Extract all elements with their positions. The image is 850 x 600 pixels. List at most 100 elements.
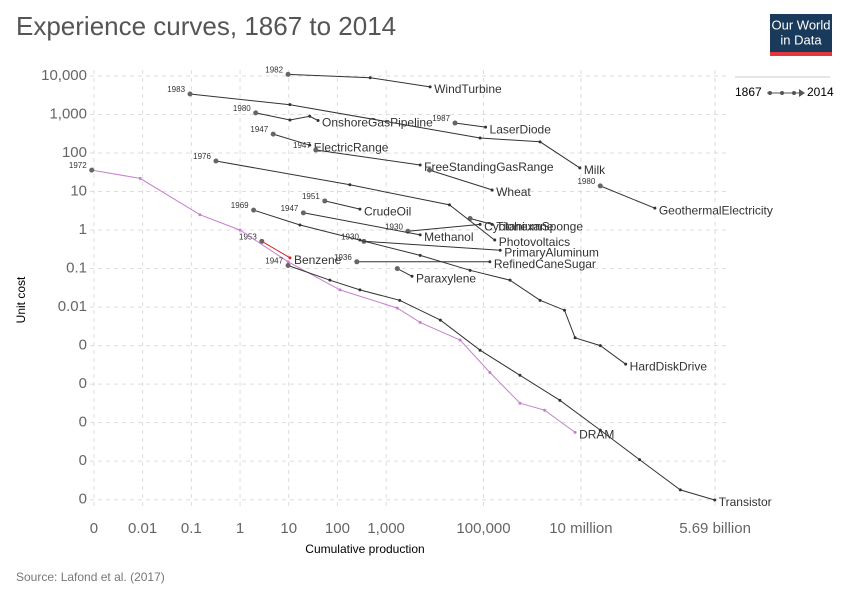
point [348,183,352,187]
legend-dot [768,91,772,95]
point [316,118,320,122]
point [713,498,717,502]
x-tick-label: 10 million [549,520,612,537]
start-year: 1947 [293,141,311,150]
point [198,213,202,217]
series-line [303,212,421,236]
point [490,222,494,226]
point [478,136,482,140]
y-tick-label: 0 [79,452,87,469]
y-tick-label: 1 [79,221,87,238]
point [410,274,414,278]
start-year: 1982 [265,65,283,74]
series-line [255,112,319,121]
point [286,260,290,264]
start-year: 1930 [385,222,403,231]
point [358,238,362,242]
series-label: DRAM [579,428,614,442]
point [308,114,312,118]
series-label: HardDiskDrive [630,359,708,373]
start-year: 1951 [302,192,320,201]
point [490,188,494,192]
x-tick-label: 0.1 [181,520,202,537]
legend-dot [780,91,784,95]
point [138,176,142,180]
x-tick-label: 100,000 [456,520,510,537]
point [488,260,492,264]
point [478,222,482,226]
point [518,401,522,405]
series-label: Photovoltaics [499,235,570,249]
start-year: 1980 [577,177,595,186]
start-year: 1969 [231,201,249,210]
point [498,248,502,252]
series-line [429,169,493,191]
point [418,320,422,324]
point [467,215,473,221]
point [562,308,566,312]
point [518,373,522,377]
legend-end: 2014 [807,85,834,99]
point [573,430,577,434]
x-tick-label: 5.69 billion [679,520,751,537]
point [598,344,602,348]
y-tick-label: 1,000 [49,105,87,122]
x-tick-label: 1 [236,520,244,537]
y-tick-label: 10,000 [41,67,87,84]
series-label: LaserDiode [490,122,552,136]
y-axis-label: Unit cost [14,276,28,323]
x-axis-label: Cumulative production [305,542,424,556]
start-year: 1972 [69,161,87,170]
point [300,210,306,216]
point [418,253,422,257]
point [538,140,542,144]
series-line [454,122,486,128]
logo-text: in Data [780,32,822,47]
series-label: OnshoreGasPipeline [322,116,433,130]
point [597,183,603,189]
point [428,85,432,89]
series-label: Transistor [719,495,772,509]
point [598,428,602,432]
point [638,458,642,462]
series-label: CrudeOil [364,204,411,218]
series-line [315,149,421,166]
series-label: Milk [584,163,606,177]
point [418,163,422,167]
point [187,91,193,97]
start-year: 1947 [250,125,268,134]
y-tick-label: 0 [79,414,87,431]
point [624,362,628,366]
chart-title: Experience curves, 1867 to 2014 [16,11,396,41]
point [395,306,399,310]
logo-text: Our World [772,17,831,32]
legend-start: 1867 [735,85,762,99]
point [358,207,362,211]
series-label: GeothermalElectricity [659,203,773,217]
series-line [324,200,361,210]
start-year: 1987 [432,114,450,123]
series-label: Paraxylene [416,271,476,285]
point [394,266,400,272]
point [288,118,292,122]
point [285,71,291,77]
point [259,238,265,244]
series-line [407,223,481,232]
series-line [215,160,496,241]
point [313,147,319,153]
legend-arrow [799,89,805,97]
series-label: ElectricRange [314,140,389,154]
point [458,338,462,342]
legend-dot [792,91,796,95]
point [452,120,458,126]
series-label: Cyclohexane [484,220,554,234]
series-label: Wheat [496,185,531,199]
y-tick-label: 10 [70,183,87,200]
point [578,166,582,170]
point [418,233,422,237]
point [328,278,332,282]
point [538,298,542,302]
series-line [261,240,291,259]
series-label: Methanol [424,230,473,244]
